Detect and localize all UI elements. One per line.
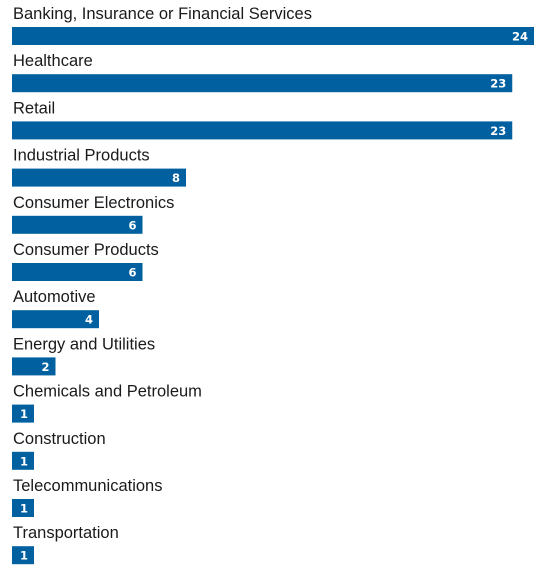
bar <box>12 310 99 329</box>
value-label: 6 <box>128 218 136 232</box>
category-label: Banking, Insurance or Financial Services <box>13 5 312 23</box>
category-label: Retail <box>13 99 55 117</box>
category-label: Construction <box>13 430 106 448</box>
category-label: Automotive <box>13 288 96 306</box>
value-label: 23 <box>490 124 506 138</box>
bar <box>12 27 534 45</box>
bar <box>12 357 56 376</box>
bar <box>12 546 34 565</box>
bar <box>12 499 34 517</box>
value-label: 4 <box>85 313 93 327</box>
category-label: Consumer Electronics <box>13 194 174 212</box>
value-label: 24 <box>512 30 528 44</box>
bar <box>12 404 34 423</box>
value-label: 1 <box>20 502 28 516</box>
bar <box>12 168 186 187</box>
value-label: 1 <box>20 454 28 468</box>
value-label: 2 <box>41 360 49 374</box>
value-label: 8 <box>172 171 180 185</box>
category-label: Industrial Products <box>13 147 150 165</box>
bar <box>12 215 143 234</box>
bar <box>12 263 143 281</box>
category-label: Telecommunications <box>13 477 162 495</box>
value-label: 1 <box>20 407 28 421</box>
category-label: Chemicals and Petroleum <box>13 383 202 401</box>
value-label: 6 <box>128 266 136 280</box>
bar <box>12 121 513 140</box>
bar <box>12 451 34 470</box>
value-label: 1 <box>20 549 28 563</box>
category-label: Energy and Utilities <box>13 335 155 353</box>
category-label: Consumer Products <box>13 241 159 259</box>
category-label: Healthcare <box>13 52 93 70</box>
category-label: Transportation <box>13 524 119 542</box>
bar <box>12 74 513 93</box>
value-label: 23 <box>490 77 506 91</box>
